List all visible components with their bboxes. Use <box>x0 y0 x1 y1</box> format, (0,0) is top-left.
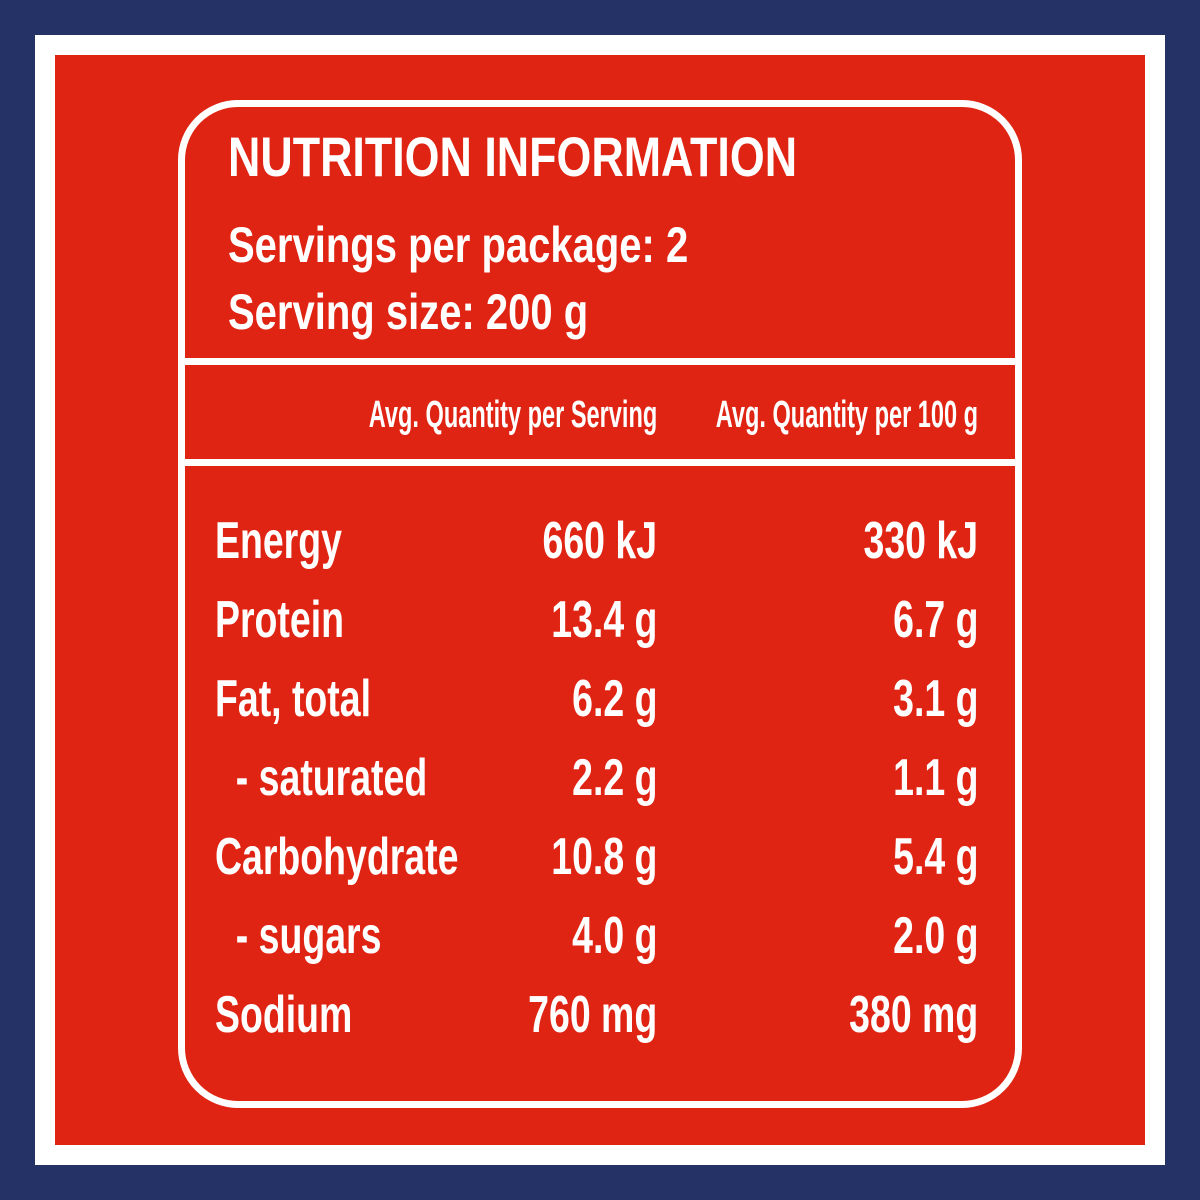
nutrient-value: 6.2 g <box>571 670 657 728</box>
serving-info: Servings per package: 2 <box>228 217 689 273</box>
column-header: Avg. Quantity per Serving <box>368 394 657 436</box>
nutrient-name: Energy <box>215 512 342 570</box>
nutrient-value: 10.8 g <box>550 828 657 886</box>
nutrient-value: 2.2 g <box>571 749 657 807</box>
label-box <box>178 100 1022 1108</box>
nutrient-value: 330 kJ <box>863 512 978 570</box>
title: NUTRITION INFORMATION <box>228 125 798 188</box>
nutrient-value: 4.0 g <box>571 907 657 965</box>
nutrient-name: - sugars <box>215 907 382 965</box>
nutrient-value: 5.4 g <box>892 828 978 886</box>
nutrient-name: Fat, total <box>215 670 372 728</box>
divider <box>182 358 1018 365</box>
nutrient-value: 3.1 g <box>892 670 978 728</box>
nutrient-name: Sodium <box>215 986 353 1044</box>
nutrient-value: 6.7 g <box>892 591 978 649</box>
nutrient-name: - saturated <box>215 749 428 807</box>
serving-info: Serving size: 200 g <box>228 284 589 340</box>
nutrient-name: Carbohydrate <box>215 828 459 886</box>
nutrient-value: 660 kJ <box>542 512 657 570</box>
nutrient-value: 380 mg <box>848 986 978 1044</box>
nutrient-value: 1.1 g <box>892 749 978 807</box>
nutrient-value: 760 mg <box>527 986 657 1044</box>
nutrient-name: Protein <box>215 591 344 649</box>
nutrient-value: 13.4 g <box>550 591 657 649</box>
red-panel <box>55 55 1145 1145</box>
divider <box>182 459 1018 466</box>
nutrient-value: 2.0 g <box>892 907 978 965</box>
column-header: Avg. Quantity per 100 g <box>715 394 978 436</box>
